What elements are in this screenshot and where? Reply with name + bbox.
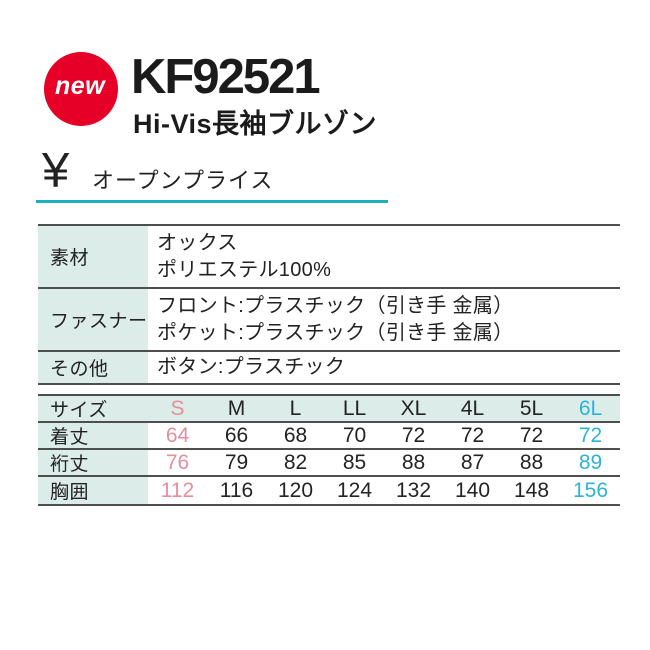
size-value: 72 <box>460 423 485 447</box>
spec-label-fastener: ファスナー <box>38 289 148 350</box>
size-table: サイズ S M L LL XL 4L 5L 6L 着丈 64 66 68 70 … <box>38 394 620 506</box>
size-value: 82 <box>283 450 308 474</box>
size-value: 132 <box>395 478 432 502</box>
spec-row-fastener: ファスナー フロント:プラスチック（引き手 金属） ポケット:プラスチック（引き… <box>38 289 620 352</box>
size-value: 85 <box>342 450 367 474</box>
size-value: 116 <box>219 478 254 502</box>
size-row-label: 着丈 <box>38 423 148 448</box>
size-value: 88 <box>519 450 544 474</box>
spec-value-material: オックス ポリエステル100% <box>148 226 620 287</box>
size-header-cell-5l: 5L <box>519 396 544 420</box>
size-value: 72 <box>578 423 603 447</box>
size-header-cell-6l: 6L <box>578 396 603 420</box>
size-row-label: 胸囲 <box>38 477 148 504</box>
size-row-body-length: 着丈 64 66 68 70 72 72 72 72 <box>38 423 620 450</box>
size-row-sleeve-length: 裄丈 76 79 82 85 88 87 88 89 <box>38 450 620 477</box>
yen-symbol: ¥ <box>42 144 70 198</box>
size-value: 72 <box>519 423 544 447</box>
size-value: 89 <box>578 450 603 474</box>
size-value: 70 <box>342 423 367 447</box>
size-value: 87 <box>460 450 485 474</box>
size-value: 76 <box>165 450 190 474</box>
size-header-cell-m: M <box>227 396 246 420</box>
size-value: 79 <box>224 450 249 474</box>
size-header-cell-l: L <box>289 396 302 420</box>
size-value: 140 <box>454 478 491 502</box>
new-badge-label: new <box>54 72 106 100</box>
size-value: 68 <box>283 423 308 447</box>
size-value: 88 <box>401 450 426 474</box>
size-value: 148 <box>513 478 550 502</box>
spec-label-other: その他 <box>38 352 148 383</box>
size-value: 156 <box>572 478 609 502</box>
size-value: 66 <box>224 423 249 447</box>
spec-value-line: ポリエステル100% <box>157 258 332 281</box>
spec-value-line: フロント:プラスチック（引き手 金属） <box>157 294 514 317</box>
size-value: 64 <box>165 423 190 447</box>
product-code: KF92521 <box>131 50 321 104</box>
spec-value-other: ボタン:プラスチック <box>148 352 620 383</box>
size-value: 120 <box>277 478 314 502</box>
size-header-row: サイズ S M L LL XL 4L 5L 6L <box>38 396 620 423</box>
new-badge: new <box>44 52 118 126</box>
size-value: 112 <box>160 478 195 502</box>
spec-row-material: 素材 オックス ポリエステル100% <box>38 226 620 289</box>
spec-value-line: ポケット:プラスチック（引き手 金属） <box>157 321 514 344</box>
spec-value-line: オックス <box>157 231 238 254</box>
spec-table: 素材 オックス ポリエステル100% ファスナー フロント:プラスチック（引き手… <box>38 224 620 385</box>
size-header-cell-xl: XL <box>400 396 427 420</box>
size-header-cell-ll: LL <box>342 396 367 420</box>
size-value: 124 <box>336 478 373 502</box>
size-header-label: サイズ <box>38 396 148 421</box>
size-value: 72 <box>401 423 426 447</box>
product-name: Hi-Vis長袖ブルゾン <box>133 109 378 139</box>
size-row-label: 裄丈 <box>38 450 148 475</box>
spec-value-fastener: フロント:プラスチック（引き手 金属） ポケット:プラスチック（引き手 金属） <box>148 289 620 350</box>
spec-value-line: ボタン:プラスチック <box>157 356 346 378</box>
price-label: オープンプライス <box>92 168 274 193</box>
spec-label-material: 素材 <box>38 226 148 287</box>
size-header-cell-4l: 4L <box>460 396 485 420</box>
size-header-cell-s: S <box>170 396 185 420</box>
spec-row-other: その他 ボタン:プラスチック <box>38 352 620 383</box>
size-row-chest: 胸囲 112 116 120 124 132 140 148 156 <box>38 477 620 504</box>
price-underline <box>36 200 388 203</box>
